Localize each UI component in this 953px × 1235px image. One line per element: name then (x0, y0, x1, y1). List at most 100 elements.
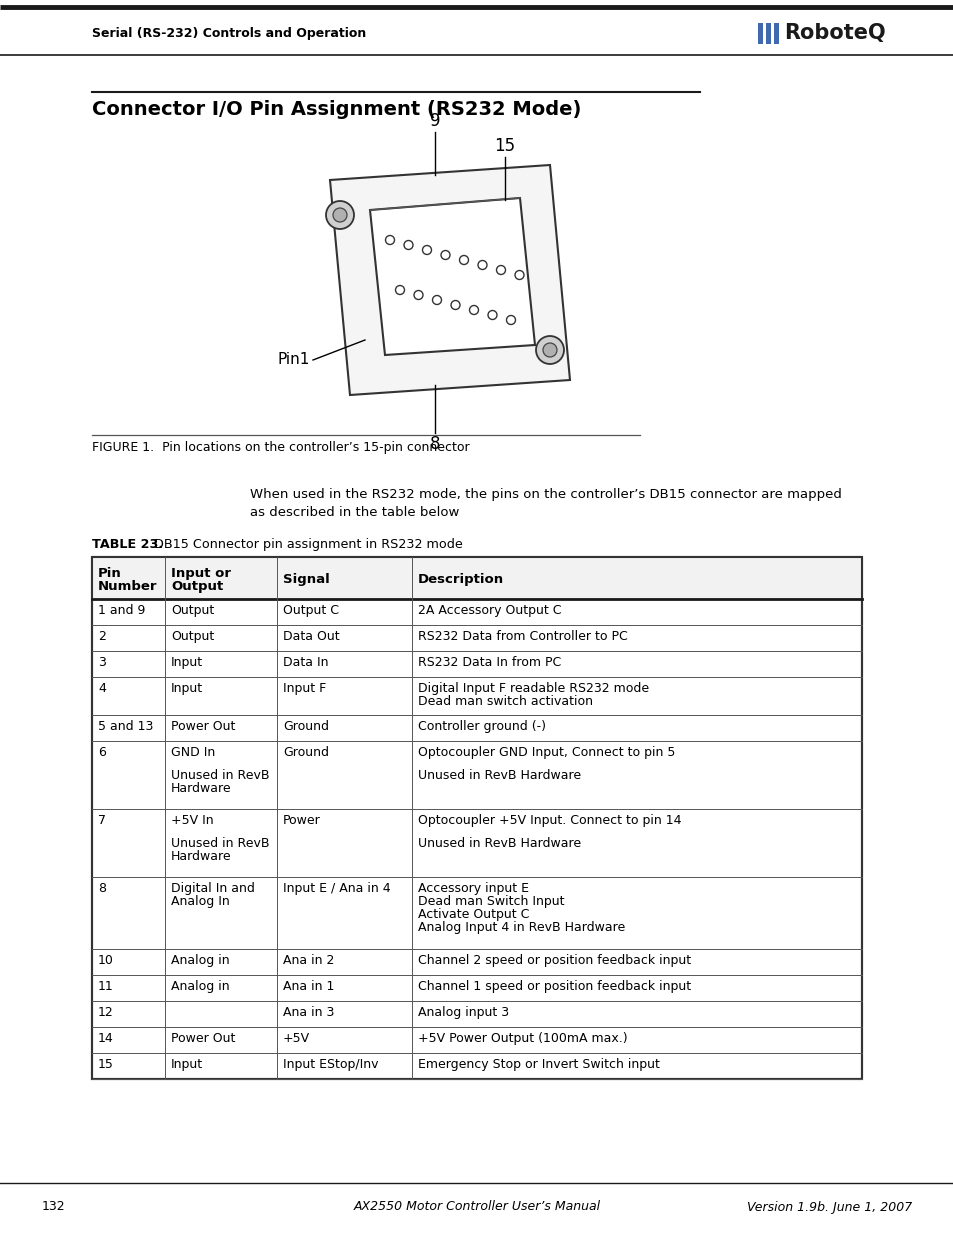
Circle shape (477, 261, 486, 269)
Circle shape (440, 251, 450, 259)
Text: DB15 Connector pin assignment in RS232 mode: DB15 Connector pin assignment in RS232 m… (150, 538, 462, 551)
Circle shape (488, 310, 497, 320)
Bar (758, 22, 762, 43)
Circle shape (506, 315, 515, 325)
Text: Digital Input F readable RS232 mode: Digital Input F readable RS232 mode (417, 682, 648, 695)
Text: Channel 1 speed or position feedback input: Channel 1 speed or position feedback inp… (417, 981, 690, 993)
Circle shape (542, 343, 557, 357)
Text: Ground: Ground (282, 720, 329, 734)
Text: Signal: Signal (282, 573, 329, 587)
Text: Dead man Switch Input: Dead man Switch Input (417, 895, 563, 908)
Text: Input: Input (171, 656, 203, 669)
Bar (91, 557, 862, 1079)
Text: 5 and 13: 5 and 13 (98, 720, 153, 734)
Text: 14: 14 (98, 1032, 113, 1045)
Text: Analog in: Analog in (171, 953, 230, 967)
Text: Output: Output (171, 604, 214, 618)
Text: Description: Description (417, 573, 503, 587)
Text: 6: 6 (98, 746, 106, 760)
Circle shape (432, 295, 441, 305)
Text: 7: 7 (98, 814, 106, 827)
Text: Output: Output (171, 630, 214, 643)
Circle shape (496, 266, 505, 274)
Text: Serial (RS-232) Controls and Operation: Serial (RS-232) Controls and Operation (91, 26, 366, 40)
Text: RoboteQ: RoboteQ (783, 23, 884, 43)
Circle shape (403, 241, 413, 249)
Text: Optocoupler GND Input, Connect to pin 5: Optocoupler GND Input, Connect to pin 5 (417, 746, 674, 760)
Text: Version 1.9b. June 1, 2007: Version 1.9b. June 1, 2007 (746, 1200, 911, 1214)
Circle shape (395, 285, 404, 294)
Text: Input EStop/Inv: Input EStop/Inv (282, 1058, 378, 1071)
Text: Analog in: Analog in (171, 981, 230, 993)
Text: Analog input 3: Analog input 3 (417, 1007, 508, 1019)
Text: Unused in RevB Hardware: Unused in RevB Hardware (417, 769, 580, 782)
Text: GND In: GND In (171, 746, 215, 760)
Text: RS232 Data In from PC: RS232 Data In from PC (417, 656, 560, 669)
Text: Input or: Input or (171, 567, 231, 580)
Text: TABLE 23.: TABLE 23. (91, 538, 163, 551)
Text: Hardware: Hardware (171, 850, 232, 863)
Text: Controller ground (-): Controller ground (-) (417, 720, 545, 734)
Text: Emergency Stop or Invert Switch input: Emergency Stop or Invert Switch input (417, 1058, 659, 1071)
Text: Connector I/O Pin Assignment (RS232 Mode): Connector I/O Pin Assignment (RS232 Mode… (91, 100, 580, 119)
Circle shape (385, 236, 395, 245)
Bar (765, 22, 770, 43)
Circle shape (414, 290, 422, 300)
Text: 8: 8 (98, 882, 106, 895)
Text: Output: Output (171, 580, 223, 593)
Text: Accessory input E: Accessory input E (417, 882, 528, 895)
Text: Power: Power (282, 814, 320, 827)
Text: +5V Power Output (100mA max.): +5V Power Output (100mA max.) (417, 1032, 626, 1045)
Text: Channel 2 speed or position feedback input: Channel 2 speed or position feedback inp… (417, 953, 690, 967)
Text: Activate Output C: Activate Output C (417, 908, 528, 921)
Text: Output C: Output C (282, 604, 338, 618)
Text: Input: Input (171, 682, 203, 695)
Text: 9: 9 (429, 112, 439, 130)
Text: 4: 4 (98, 682, 106, 695)
Text: 2A Accessory Output C: 2A Accessory Output C (417, 604, 560, 618)
Text: Dead man switch activation: Dead man switch activation (417, 695, 592, 708)
Text: Data In: Data In (282, 656, 328, 669)
Text: Unused in RevB: Unused in RevB (171, 837, 270, 850)
Circle shape (451, 300, 459, 310)
Text: Hardware: Hardware (171, 782, 232, 795)
Text: Pin1: Pin1 (277, 352, 310, 368)
Text: Input: Input (171, 1058, 203, 1071)
Text: Unused in RevB Hardware: Unused in RevB Hardware (417, 837, 580, 850)
Circle shape (333, 207, 347, 222)
Text: Ana in 3: Ana in 3 (282, 1007, 334, 1019)
Text: FIGURE 1.  Pin locations on the controller’s 15-pin connector: FIGURE 1. Pin locations on the controlle… (91, 441, 469, 454)
Text: Optocoupler +5V Input. Connect to pin 14: Optocoupler +5V Input. Connect to pin 14 (417, 814, 680, 827)
Text: +5V: +5V (282, 1032, 310, 1045)
Text: Ana in 1: Ana in 1 (282, 981, 334, 993)
Text: Analog Input 4 in RevB Hardware: Analog Input 4 in RevB Hardware (417, 921, 624, 934)
Circle shape (469, 305, 478, 315)
Text: 3: 3 (98, 656, 106, 669)
Text: 10: 10 (98, 953, 113, 967)
Text: Ground: Ground (282, 746, 329, 760)
Text: Ana in 2: Ana in 2 (282, 953, 334, 967)
Polygon shape (370, 198, 535, 354)
Text: Input E / Ana in 4: Input E / Ana in 4 (282, 882, 390, 895)
Bar (91, 557, 862, 1079)
Text: RS232 Data from Controller to PC: RS232 Data from Controller to PC (417, 630, 627, 643)
Polygon shape (330, 165, 569, 395)
Text: Data Out: Data Out (282, 630, 339, 643)
Text: 2: 2 (98, 630, 106, 643)
Circle shape (515, 270, 523, 279)
Circle shape (536, 336, 563, 364)
Text: AX2550 Motor Controller User’s Manual: AX2550 Motor Controller User’s Manual (353, 1200, 600, 1214)
Text: Unused in RevB: Unused in RevB (171, 769, 270, 782)
Text: 15: 15 (494, 137, 515, 156)
Text: 12: 12 (98, 1007, 113, 1019)
Text: 8: 8 (429, 435, 439, 453)
Text: as described in the table below: as described in the table below (250, 506, 459, 519)
Text: 132: 132 (42, 1200, 66, 1214)
Text: Number: Number (98, 580, 157, 593)
Text: 15: 15 (98, 1058, 113, 1071)
Text: Digital In and: Digital In and (171, 882, 254, 895)
Bar (91, 557, 862, 599)
Text: 1 and 9: 1 and 9 (98, 604, 145, 618)
Bar (773, 22, 779, 43)
Text: Pin: Pin (98, 567, 122, 580)
